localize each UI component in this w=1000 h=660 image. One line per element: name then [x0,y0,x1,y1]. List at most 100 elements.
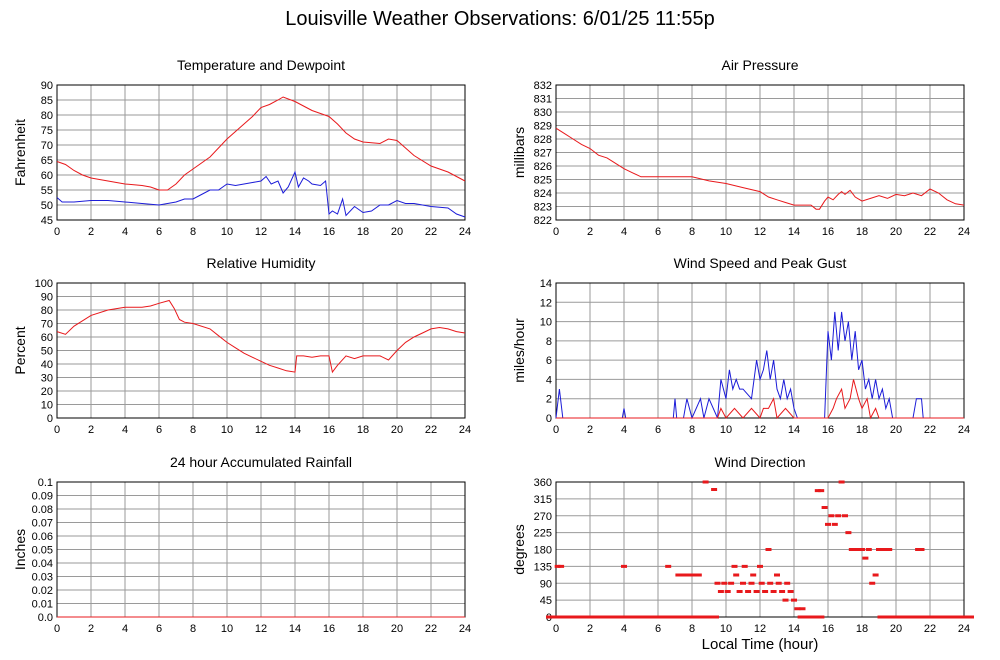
y-tick-label: 0.1 [38,477,53,489]
y-tick-label: 825 [534,175,552,187]
x-tick-label: 4 [621,226,627,238]
direction-point [825,522,831,526]
x-tick-label: 24 [459,226,471,238]
direction-point [680,573,687,577]
x-tick-label: 16 [323,226,335,238]
x-tick-label: 14 [289,623,301,635]
y-tick-label: 0.04 [32,558,53,570]
direction-point [554,564,561,568]
y-tick-label: 45 [41,215,53,227]
direction-point [717,590,724,593]
x-tick-label: 18 [856,226,868,238]
y-tick-label: 830 [534,107,552,119]
wind-series-blue [555,311,964,420]
y-tick-label: 828 [534,134,552,146]
x-tick-label: 24 [958,424,970,436]
x-tick-label: 6 [156,226,162,238]
x-tick-label: 18 [357,226,369,238]
x-tick-label: 10 [720,226,732,238]
chart-title: Temperature and Dewpoint [177,57,345,73]
y-tick-label: 0.06 [32,531,53,543]
y-tick-label: 225 [534,528,552,540]
direction-point [852,548,859,551]
direction-point [558,564,565,568]
y-tick-label: 55 [41,185,53,197]
x-tick-label: 4 [621,424,627,436]
x-tick-label: 16 [822,226,834,238]
direction-point [845,531,852,535]
y-axis-label: millibars [511,127,527,178]
y-tick-label: 60 [41,332,53,344]
x-tick-label: 6 [156,424,162,436]
x-tick-label: 0 [54,226,60,238]
x-tick-label: 8 [689,226,695,238]
y-tick-label: 360 [534,477,552,489]
x-tick-label: 20 [391,623,403,635]
direction-point [842,514,848,518]
x-tick-label: 20 [890,424,902,436]
direction-point [855,548,862,551]
direction-point [724,590,731,593]
y-tick-label: 90 [41,80,53,92]
y-axis-label: Inches [12,529,28,570]
x-tick-label: 22 [425,623,437,635]
x-tick-label: 6 [655,623,661,635]
direction-point [762,590,769,593]
direction-point [702,480,709,484]
direction-point [799,607,806,611]
x-tick-label: 4 [122,424,128,436]
direction-point [784,581,791,585]
x-tick-label: 8 [689,623,695,635]
pressure-series-red [555,127,965,210]
x-tick-label: 18 [357,424,369,436]
direction-point [685,573,692,577]
x-tick-label: 12 [255,623,267,635]
direction-point [775,581,782,585]
direction-point [728,581,735,585]
y-tick-label: 8 [546,336,552,348]
y-tick-label: 0.0 [38,612,53,624]
y-tick-label: 100 [35,278,53,290]
y-tick-label: 50 [41,200,53,212]
x-tick-label: 0 [54,424,60,436]
y-tick-label: 0 [546,413,552,425]
chart-title: Relative Humidity [207,255,316,271]
direction-point [835,514,842,518]
y-tick-label: 14 [540,278,552,290]
x-tick-label: 6 [655,226,661,238]
y-tick-label: 85 [41,95,53,107]
y-tick-label: 826 [534,161,552,173]
x-tick-label: 14 [289,424,301,436]
x-tick-label: 12 [255,226,267,238]
y-tick-label: 30 [41,373,53,385]
y-tick-label: 832 [534,80,552,92]
plot-frame [555,481,965,618]
x-tick-label: 18 [856,424,868,436]
direction-point [711,488,718,491]
x-tick-label: 0 [54,623,60,635]
direction-point [767,581,774,585]
y-tick-label: 70 [41,140,53,152]
y-tick-label: 0.07 [32,518,53,530]
direction-point [794,607,801,611]
direction-point [882,548,889,551]
y-tick-label: 90 [540,578,552,590]
x-tick-label: 20 [890,623,902,635]
direction-point [690,573,697,577]
direction-point [774,573,780,577]
x-tick-label: 22 [425,226,437,238]
direction-point [872,573,879,577]
direction-point [765,548,772,551]
y-tick-label: 50 [41,346,53,358]
y-tick-label: 829 [534,121,552,133]
x-tick-label: 20 [391,226,403,238]
direction-point [903,615,923,619]
x-tick-label: 24 [958,623,970,635]
x-tick-label: 2 [88,424,94,436]
direction-point [862,556,869,560]
direction-point [915,548,922,551]
y-tick-label: 0.03 [32,572,53,584]
x-tick-label: 6 [655,424,661,436]
direction-point [695,573,702,577]
